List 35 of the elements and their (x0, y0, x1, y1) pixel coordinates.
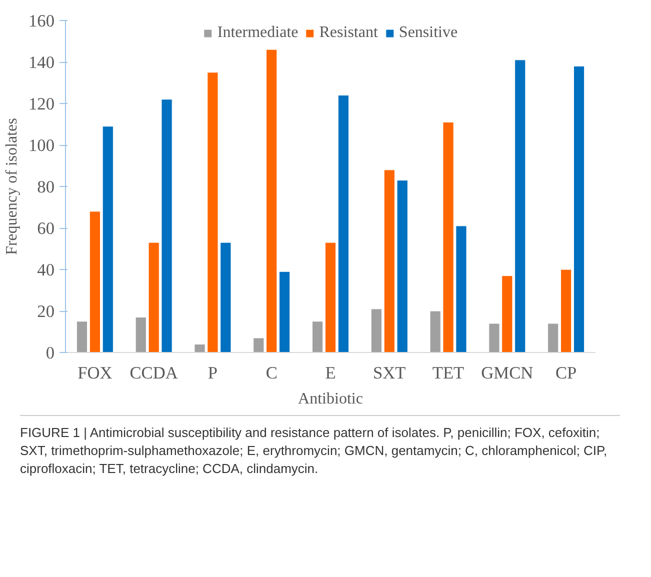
bar (370, 308, 382, 352)
bar (312, 321, 324, 352)
legend-label: Resistant (319, 24, 378, 42)
y-tick-label: 160 (28, 12, 55, 30)
x-tick-label: CCDA (130, 364, 178, 382)
y-tick-label: 80 (37, 178, 54, 196)
y-tick-label: 60 (37, 219, 54, 238)
bar (76, 321, 88, 352)
x-tick-label: TET (432, 364, 465, 382)
y-tick-label: 0 (46, 344, 55, 362)
x-tick-label: SXT (373, 364, 406, 382)
y-tick-label: 40 (37, 260, 54, 280)
x-tick-label: CP (555, 364, 577, 382)
bar (279, 271, 290, 352)
x-tick-label: P (208, 364, 218, 382)
y-tick-label: 120 (28, 94, 55, 114)
x-tick-label: C (266, 364, 278, 382)
x-tick-label: E (325, 364, 336, 382)
legend-label: Intermediate (217, 24, 298, 42)
bar (89, 211, 100, 352)
bar (560, 269, 572, 352)
bar (573, 66, 585, 352)
caption: FIGURE 1 | Antimicrobial susceptibility and resistance pattern of isolates. P, penicillin; FOX, cefoxitin; SXT, trimethoprim-sulphamethoxazole; E, erythromycin; GMCN, gentamycin; C, chloramphenicol; CIP, ciprofloxacin; TET, tetracycline; CCDA, clindamycin. (20, 424, 608, 478)
legend-label: Sensitive (398, 24, 458, 42)
x-tick-label: FOX (78, 364, 113, 382)
bar (324, 242, 336, 352)
y-tick-label: 100 (28, 136, 55, 155)
bar (102, 126, 114, 352)
y-axis-title: Frequency of isolates (4, 118, 21, 255)
bar (548, 323, 559, 352)
x-tick-label: GMCN (481, 364, 534, 382)
bar (338, 94, 350, 352)
y-tick-label: 140 (28, 53, 55, 72)
x-axis-title: Antibiotic (298, 390, 363, 408)
y-tick-label: 20 (37, 302, 54, 321)
